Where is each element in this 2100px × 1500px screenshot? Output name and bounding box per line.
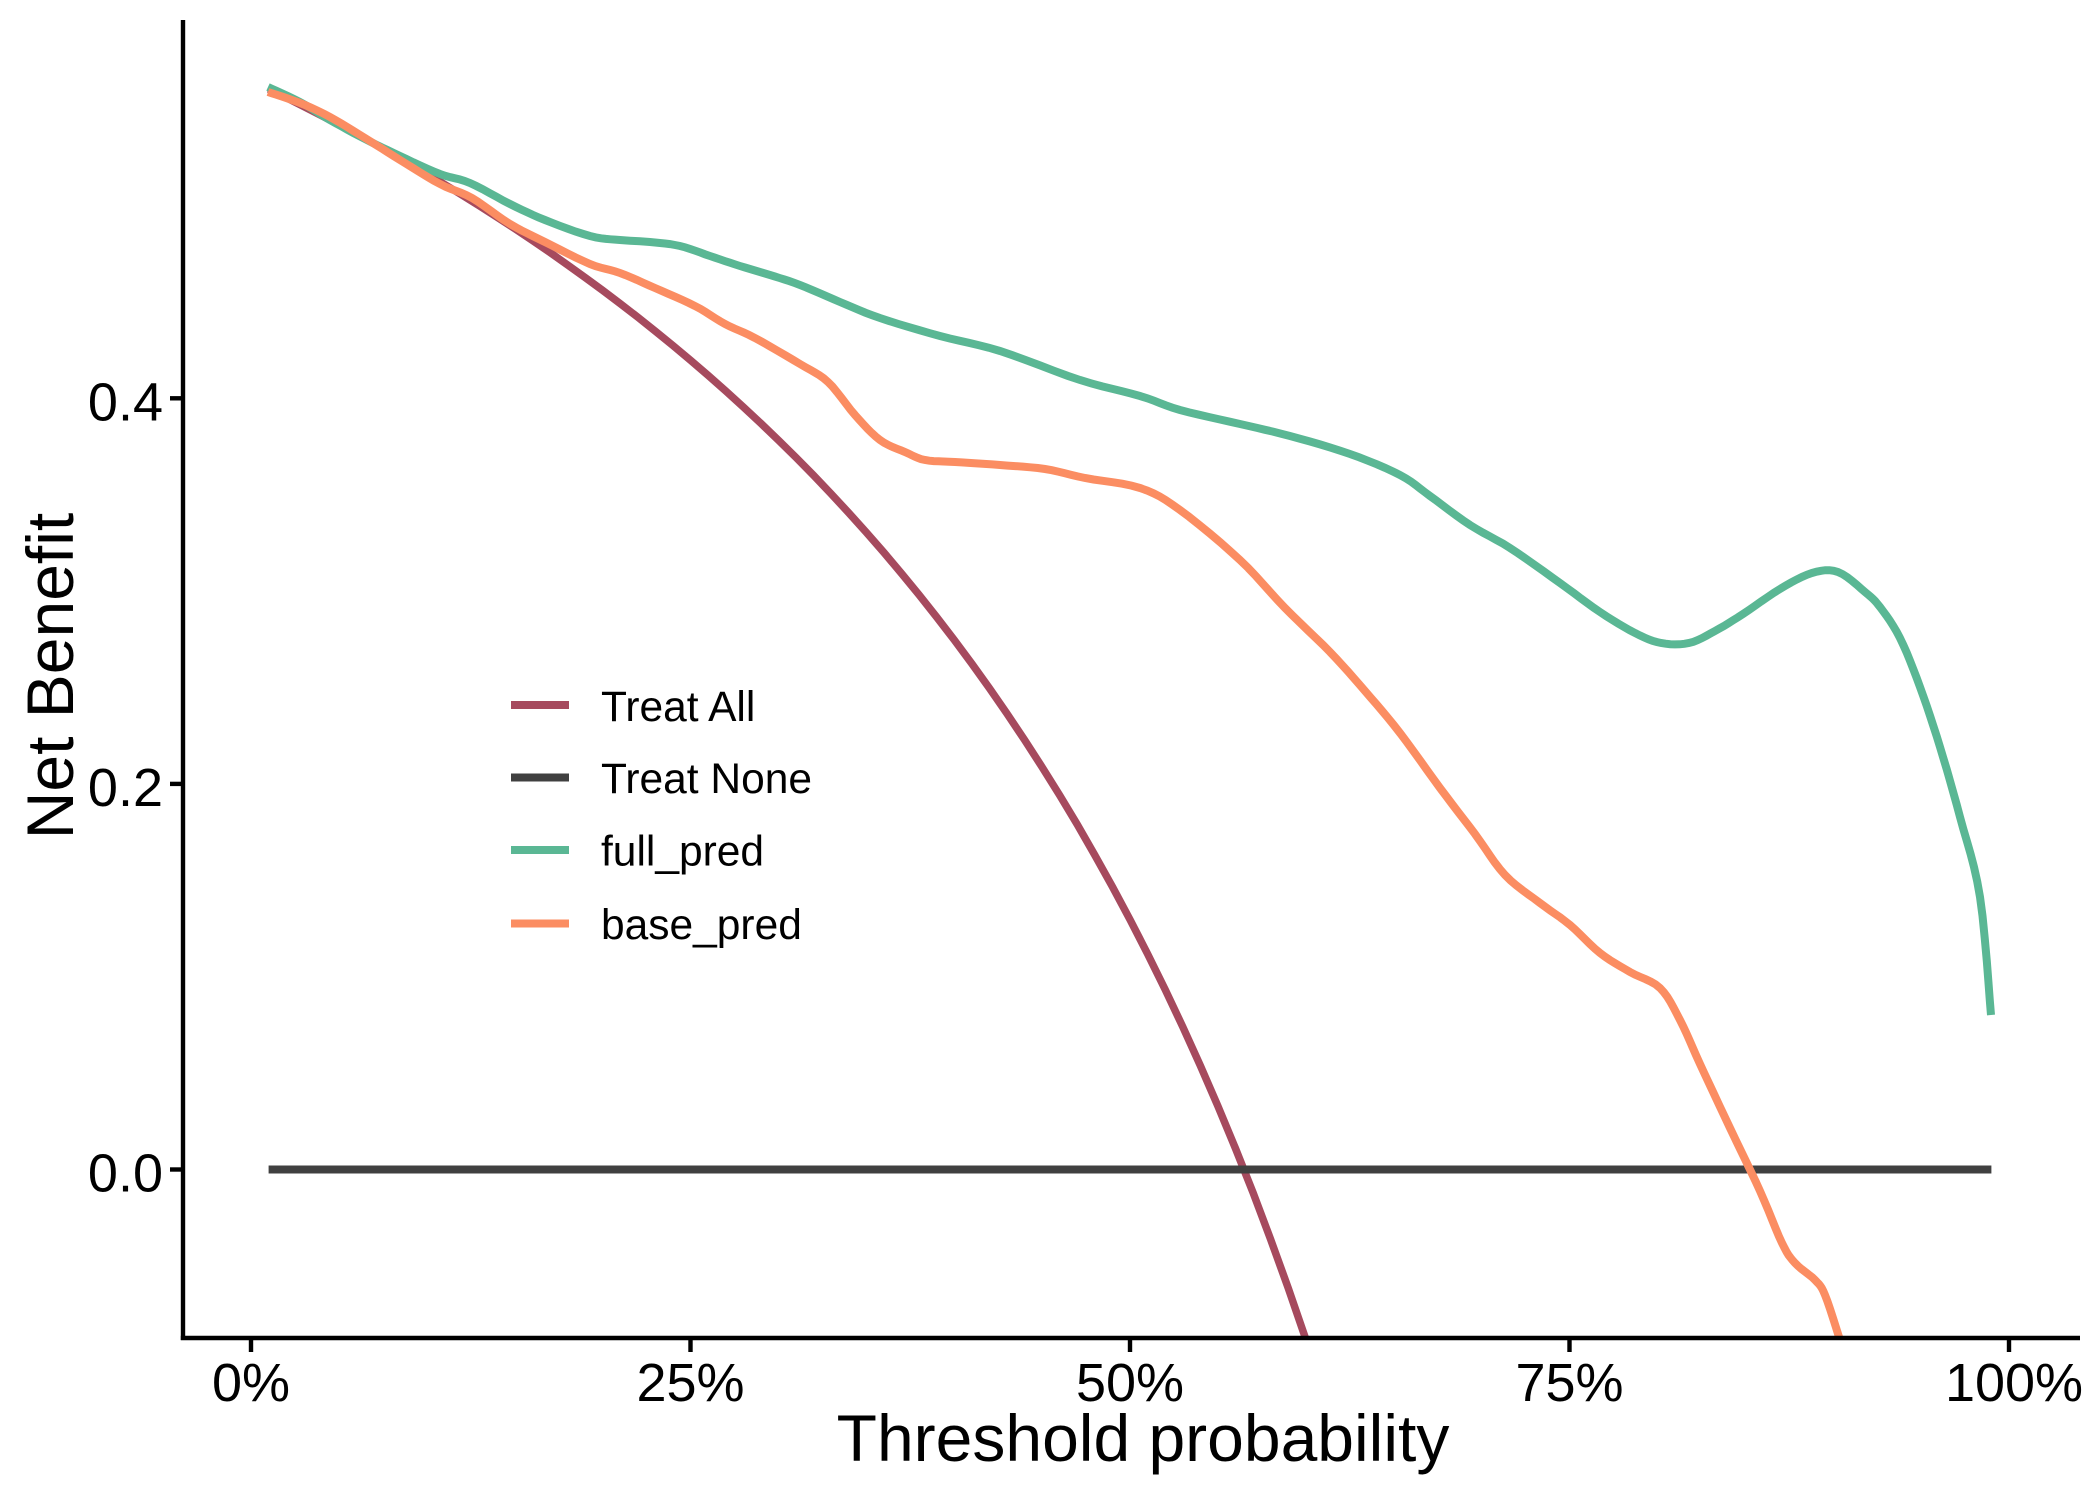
svg-text:0.4: 0.4 — [88, 372, 163, 432]
svg-text:Treat All: Treat All — [601, 684, 755, 731]
svg-text:Threshold probability: Threshold probability — [837, 1401, 1450, 1475]
svg-text:Treat None: Treat None — [601, 756, 812, 803]
svg-text:50%: 50% — [1076, 1353, 1184, 1413]
svg-text:0.2: 0.2 — [88, 758, 163, 818]
svg-text:Net Benefit: Net Benefit — [13, 513, 87, 840]
svg-text:full_pred: full_pred — [601, 829, 764, 876]
svg-text:25%: 25% — [636, 1353, 744, 1413]
svg-text:base_pred: base_pred — [601, 902, 802, 949]
svg-text:0%: 0% — [212, 1353, 290, 1413]
svg-text:75%: 75% — [1515, 1353, 1623, 1413]
svg-text:100%: 100% — [1945, 1353, 2083, 1413]
svg-text:0.0: 0.0 — [88, 1144, 163, 1204]
